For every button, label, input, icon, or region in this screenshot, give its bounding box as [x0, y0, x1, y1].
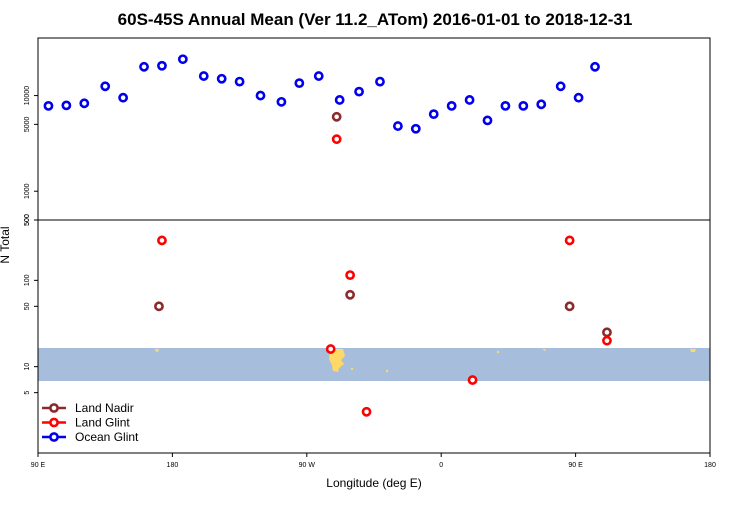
point-land-glint — [345, 270, 356, 281]
x-tick-label: 90 E — [31, 462, 46, 469]
point-ocean-glint — [375, 76, 385, 87]
map-background-band — [38, 348, 710, 381]
point-ocean-glint — [482, 115, 493, 126]
point-land-glint — [564, 235, 575, 246]
point-ocean-glint — [334, 95, 345, 105]
y-tick-label: 500 — [24, 214, 31, 226]
land-shape — [690, 349, 696, 352]
point-ocean-glint — [61, 100, 72, 111]
land-shape — [155, 349, 159, 352]
island-dot — [385, 369, 389, 373]
legend-marker — [49, 432, 59, 442]
y-tick-label: 100 — [24, 274, 31, 286]
point-land-glint — [467, 375, 478, 385]
point-land-nadir — [564, 301, 575, 312]
point-ocean-glint — [446, 100, 457, 111]
point-land-glint — [325, 344, 336, 354]
point-land-nadir — [154, 301, 164, 312]
point-ocean-glint — [354, 86, 364, 97]
y-tick-label: 5 — [24, 391, 31, 395]
point-ocean-glint — [79, 98, 90, 109]
point-ocean-glint — [555, 81, 566, 92]
point-ocean-glint — [313, 71, 324, 81]
land-shape — [542, 349, 546, 351]
point-ocean-glint — [518, 100, 529, 111]
land-silhouette — [155, 349, 696, 373]
plot-frame — [37, 37, 711, 454]
x-axis-title: Longitude (deg E) — [326, 476, 421, 490]
y-tick-label: 10 — [24, 363, 31, 371]
legend-label: Land Nadir — [75, 401, 134, 415]
point-land-nadir — [602, 327, 612, 338]
x-axis-ticks: 90 E 180 90 W 0 90 E 180 — [31, 453, 716, 469]
x-tick-label: 180 — [167, 462, 179, 469]
island-dot — [350, 367, 354, 371]
point-ocean-glint — [198, 71, 209, 81]
y-tick-label: 5000 — [24, 116, 31, 132]
point-ocean-glint — [464, 95, 475, 105]
y-tick-label: 50 — [24, 302, 31, 310]
point-ocean-glint — [276, 96, 287, 107]
point-ocean-glint — [573, 92, 584, 103]
point-ocean-glint — [536, 99, 547, 110]
point-land-glint — [157, 235, 167, 246]
x-tick-label: 90 W — [299, 462, 316, 469]
x-tick-label: 180 — [704, 462, 716, 469]
island-dot — [496, 350, 500, 354]
point-land-glint — [331, 134, 342, 145]
y-tick-label: 500 — [24, 214, 31, 226]
point-ocean-glint — [410, 123, 421, 134]
point-ocean-glint — [428, 109, 439, 120]
point-ocean-glint — [216, 73, 227, 84]
data-points — [43, 54, 612, 417]
ocean-band — [38, 348, 710, 381]
point-land-glint — [602, 335, 612, 346]
point-ocean-glint — [157, 60, 167, 71]
legend-marker — [49, 417, 59, 428]
point-ocean-glint — [234, 76, 245, 87]
y-tick-label: 1000 — [24, 183, 31, 199]
point-ocean-glint — [392, 121, 403, 131]
point-ocean-glint — [294, 78, 305, 89]
point-land-nadir — [345, 289, 356, 300]
legend-marker — [49, 403, 59, 413]
point-ocean-glint — [139, 61, 149, 72]
legend-label: Land Glint — [75, 416, 130, 430]
point-ocean-glint — [177, 54, 188, 65]
point-ocean-glint — [100, 81, 111, 92]
y-tick-label: 10000 — [24, 86, 31, 106]
point-ocean-glint — [118, 92, 129, 103]
point-ocean-glint — [43, 100, 54, 111]
x-tick-label: 90 E — [568, 462, 583, 469]
land-shape — [329, 349, 345, 372]
point-ocean-glint — [255, 90, 266, 101]
legend-label: Ocean Glint — [75, 430, 139, 444]
x-tick-label: 0 — [439, 462, 443, 469]
point-land-glint — [361, 406, 372, 417]
point-ocean-glint — [590, 61, 600, 72]
y-axis-title: N Total — [0, 226, 12, 263]
point-ocean-glint — [500, 100, 511, 111]
chart-title: 60S-45S Annual Mean (Ver 11.2_ATom) 2016… — [118, 10, 633, 29]
point-land-nadir — [331, 111, 342, 122]
